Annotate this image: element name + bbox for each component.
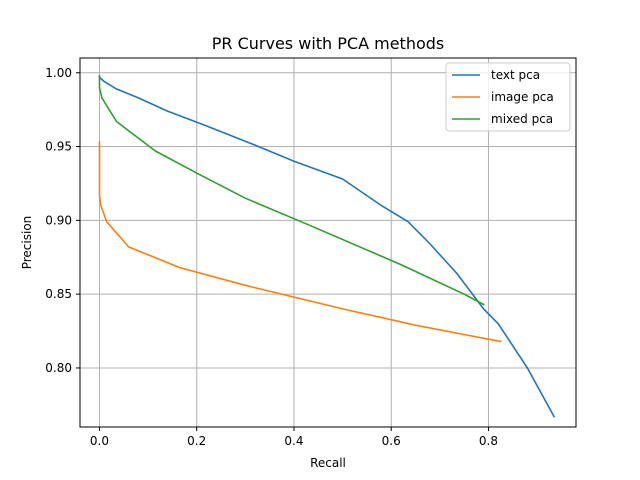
plot-area-frame	[79, 57, 577, 428]
series-lines	[98, 74, 556, 418]
y-tick-label: 1.00	[45, 66, 72, 80]
y-tick-label: 0.80	[45, 361, 72, 375]
legend-label-mixed-pca: mixed pca	[491, 112, 553, 126]
x-tick-label: 0.8	[479, 434, 498, 448]
y-tick-label: 0.95	[45, 140, 72, 154]
x-axis-label: Recall	[310, 456, 346, 470]
legend: text pca image pca mixed pca	[445, 62, 571, 132]
legend-box	[445, 62, 571, 132]
x-tick-label: 0.2	[187, 434, 206, 448]
y-tick-label: 0.85	[45, 287, 72, 301]
x-tick-label: 0.0	[90, 434, 109, 448]
legend-label-text-pca: text pca	[491, 68, 540, 82]
x-tick-label: 0.6	[382, 434, 401, 448]
series-line-mixed-pca	[98, 74, 485, 306]
series-line-image-pca	[98, 141, 502, 343]
y-axis-ticks: 0.80 0.85 0.90 0.95 1.00	[45, 66, 80, 375]
x-tick-label: 0.4	[284, 434, 303, 448]
chart-title: PR Curves with PCA methods	[212, 34, 444, 53]
legend-label-image-pca: image pca	[491, 90, 554, 104]
x-axis-ticks: 0.0 0.2 0.4 0.6 0.8	[90, 427, 498, 448]
y-tick-label: 0.90	[45, 213, 72, 227]
y-axis-label: Precision	[20, 216, 34, 270]
series-line-text-pca	[98, 76, 556, 418]
